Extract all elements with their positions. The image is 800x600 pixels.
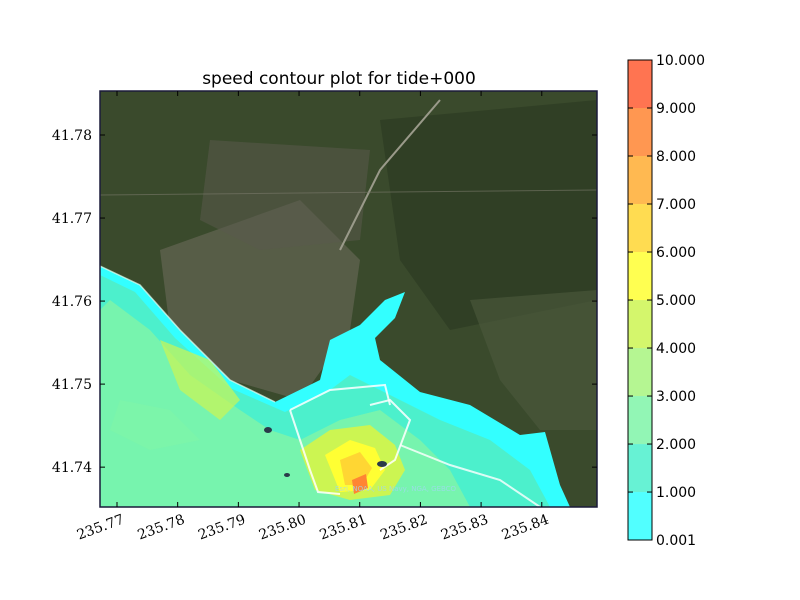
colorbar-segment xyxy=(628,492,652,540)
x-tick-label: 235.83 xyxy=(439,512,491,544)
colorbar-tick-label: 4.000 xyxy=(656,341,696,357)
channel-line xyxy=(289,409,341,495)
plot-frame xyxy=(99,90,598,508)
rock-island xyxy=(264,427,272,433)
x-tick-label: 235.80 xyxy=(257,512,309,544)
colorbar-tick-label: 10.000 xyxy=(656,53,705,69)
x-tick-label: 235.82 xyxy=(378,512,430,544)
y-tick-label: 41.76 xyxy=(52,294,92,310)
y-tick-label: 41.75 xyxy=(52,377,92,393)
y-axis: 41.74 41.75 41.76 41.77 41.78 xyxy=(52,128,597,476)
colorbar-tick-label: 7.000 xyxy=(656,197,696,213)
x-tick-label: 235.77 xyxy=(75,512,127,544)
colorbar-segment xyxy=(628,348,652,397)
x-tick-label: 235.81 xyxy=(318,512,370,544)
shoreline xyxy=(100,265,276,403)
road-line xyxy=(100,189,597,196)
colorbar-tick-label: 9.000 xyxy=(656,101,696,117)
colorbar-tick-label: 1.000 xyxy=(656,485,696,501)
colorbar-segment xyxy=(628,156,652,205)
x-tick-label: 235.78 xyxy=(136,512,188,544)
y-tick-label: 41.77 xyxy=(52,211,92,227)
colorbar-segment xyxy=(628,396,652,445)
basemap-credit: Esri, NOAA, US Navy, NGA, GEBCO xyxy=(335,485,457,493)
colorbar-tick-label: 6.000 xyxy=(656,245,696,261)
road-line xyxy=(339,99,441,251)
colorbar-tick-label: 2.000 xyxy=(656,437,696,453)
colorbar: 0.001 1.000 2.000 3.000 4.000 5.000 6.000 7.000… xyxy=(627,53,705,549)
colorbar-segment xyxy=(628,108,652,157)
colorbar-tick-label: 0.001 xyxy=(656,533,696,549)
y-tick-label: 41.78 xyxy=(52,128,92,144)
colorbar-tick-label: 8.000 xyxy=(656,149,696,165)
contour-level-9 xyxy=(110,400,200,450)
channel-line xyxy=(399,444,541,507)
channel-line xyxy=(289,383,391,411)
contour-level-7 xyxy=(352,474,368,494)
colorbar-tick-label: 5.000 xyxy=(656,293,696,309)
colorbar-segment xyxy=(628,444,652,493)
colorbar-tick-label: 3.000 xyxy=(656,389,696,405)
chart-title: speed contour plot for tide+000 xyxy=(202,69,476,89)
x-tick-label: 235.84 xyxy=(500,512,552,544)
rock-island xyxy=(377,461,387,467)
channel-line xyxy=(369,398,412,471)
land-texture-urban xyxy=(160,200,360,400)
contour-level-8 xyxy=(160,340,240,420)
colorbar-segment xyxy=(628,204,652,253)
colorbar-segment xyxy=(628,60,652,109)
y-tick-label: 41.74 xyxy=(52,460,92,476)
land-texture-forest xyxy=(380,100,597,330)
colorbar-segment xyxy=(628,300,652,349)
colorbar-segment xyxy=(628,252,652,301)
land-texture-east xyxy=(470,290,597,430)
land-texture-urban-north xyxy=(200,140,370,250)
x-tick-label: 235.79 xyxy=(196,512,248,544)
plot-area: Esri, NOAA, US Navy, NGA, GEBCO xyxy=(100,91,597,507)
rock-island xyxy=(284,473,290,477)
